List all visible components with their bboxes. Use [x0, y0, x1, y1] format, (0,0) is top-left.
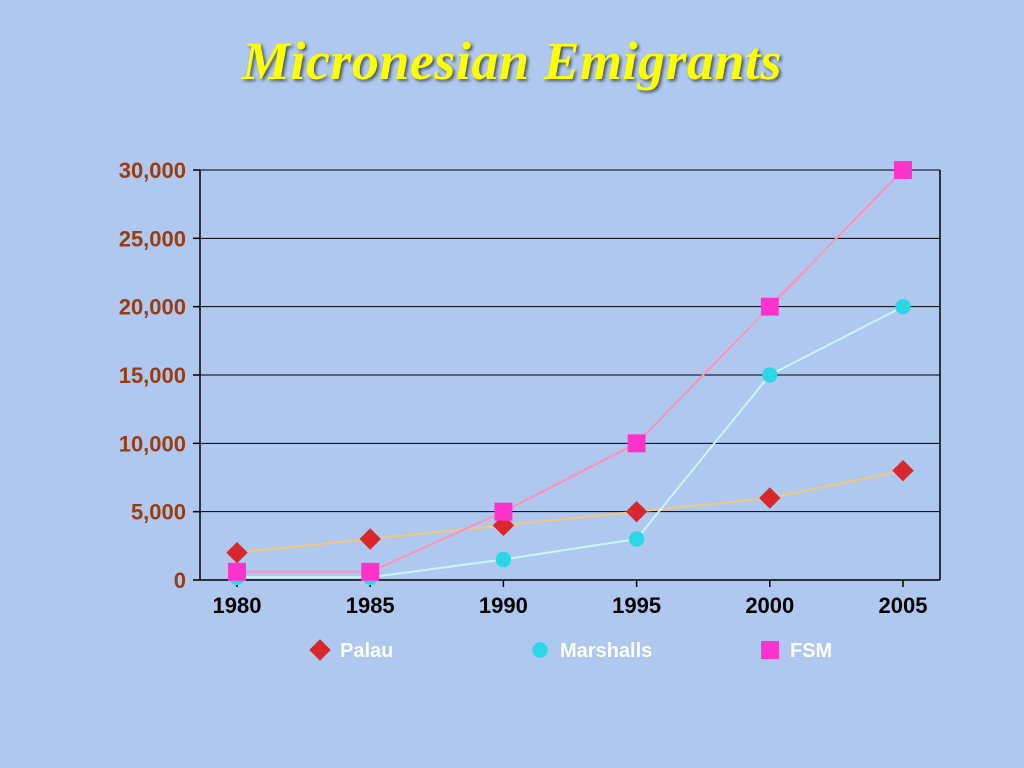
series-markers	[230, 299, 910, 584]
slide: Micronesian Emigrants 0 5,000 10,000 15,000…	[0, 0, 1024, 768]
x-tick-label: 1990	[479, 593, 528, 618]
x-tick-label: 2000	[745, 593, 794, 618]
slide-title: Micronesian Emigrants	[0, 30, 1024, 92]
line-chart: 0 5,000 10,000 15,000 20,000 25,000 30,000 1980…	[60, 150, 960, 710]
x-tick-label: 1980	[213, 593, 262, 618]
legend-item: Marshalls	[533, 640, 652, 662]
y-tick-label: 5,000	[131, 500, 186, 525]
chart-svg: 0 5,000 10,000 15,000 20,000 25,000 30,000 1980…	[60, 150, 960, 710]
y-tick-label: 20,000	[119, 295, 186, 320]
legend-label: Palau	[340, 640, 393, 662]
legend-label: FSM	[790, 640, 832, 662]
x-tick-label: 1985	[346, 593, 395, 618]
series-line	[237, 307, 903, 578]
y-tick-label: 30,000	[119, 158, 186, 183]
legend-item: Palau	[310, 640, 393, 662]
legend-label: Marshalls	[560, 640, 652, 662]
y-tick-label: 25,000	[119, 226, 186, 251]
y-tick-label: 0	[174, 568, 186, 593]
x-tick-label: 2005	[879, 593, 928, 618]
y-tick-label: 15,000	[119, 363, 186, 388]
legend-item: FSM	[762, 640, 833, 662]
x-tick-label: 1995	[612, 593, 661, 618]
y-tick-label: 10,000	[119, 431, 186, 456]
series-markers	[229, 162, 912, 581]
